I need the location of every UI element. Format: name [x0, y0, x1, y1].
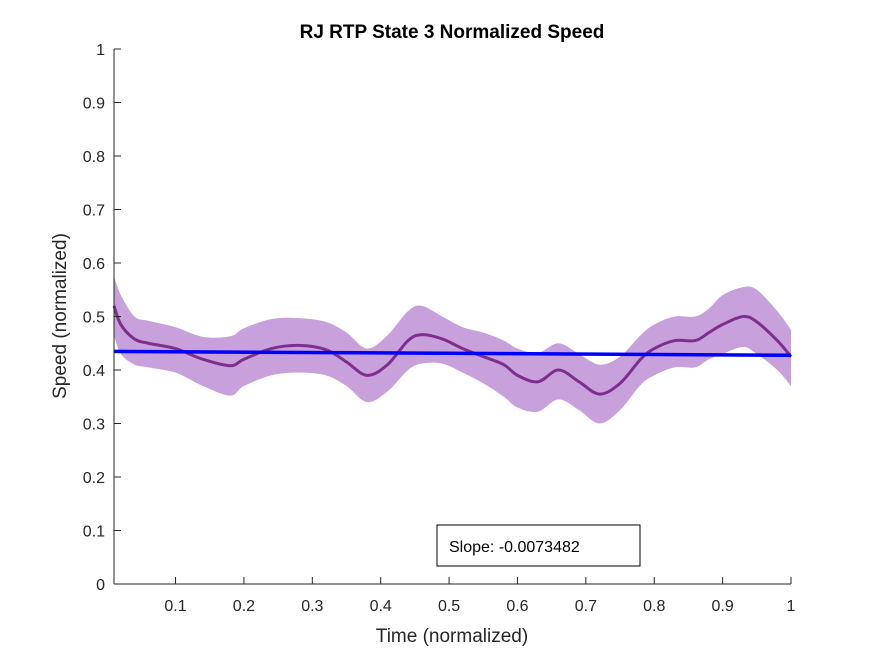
y-tick-label: 0.1 — [83, 524, 105, 541]
y-tick-label: 1 — [96, 42, 105, 59]
x-axis-label: Time (normalized) — [376, 626, 528, 647]
confidence-band — [114, 276, 791, 424]
y-tick-label: 0.4 — [83, 363, 105, 380]
x-tick-label: 0.3 — [301, 598, 323, 615]
x-tick-label: 0.2 — [233, 598, 255, 615]
y-tick-label: 0.9 — [83, 96, 105, 113]
x-axis-ticks: 0.1 0.2 0.3 0.4 0.5 0.6 0.7 0.8 0.9 1 — [164, 577, 796, 615]
y-tick-label: 0.8 — [83, 149, 105, 166]
plot-area — [114, 49, 791, 584]
y-tick-label: 0.2 — [83, 470, 105, 487]
x-tick-label: 1 — [787, 598, 796, 615]
y-tick-label: 0.3 — [83, 417, 105, 434]
y-tick-label: 0.5 — [83, 310, 105, 327]
x-tick-label: 0.5 — [438, 598, 460, 615]
y-tick-label: 0 — [96, 577, 105, 594]
x-tick-label: 0.7 — [575, 598, 597, 615]
x-tick-label: 0.6 — [506, 598, 528, 615]
trend-line — [113, 349, 792, 358]
y-tick-label: 0.6 — [83, 256, 105, 273]
chart-title: RJ RTP State 3 Normalized Speed — [300, 22, 605, 43]
x-tick-label: 0.4 — [370, 598, 392, 615]
y-axis-label: Speed (normalized) — [50, 233, 71, 399]
slope-annotation-box — [436, 524, 641, 567]
x-tick-label: 0.9 — [711, 598, 733, 615]
y-axis-ticks: 0 0.1 0.2 0.3 0.4 0.5 0.6 0.7 0.8 0.9 1 — [83, 42, 121, 594]
x-tick-label: 0.1 — [164, 598, 186, 615]
y-tick-label: 0.7 — [83, 203, 105, 220]
slope-annotation-text: Slope: -0.0073482 — [449, 539, 580, 556]
x-tick-label: 0.8 — [643, 598, 665, 615]
slope-annotation: Slope: -0.0073482 — [436, 524, 641, 567]
